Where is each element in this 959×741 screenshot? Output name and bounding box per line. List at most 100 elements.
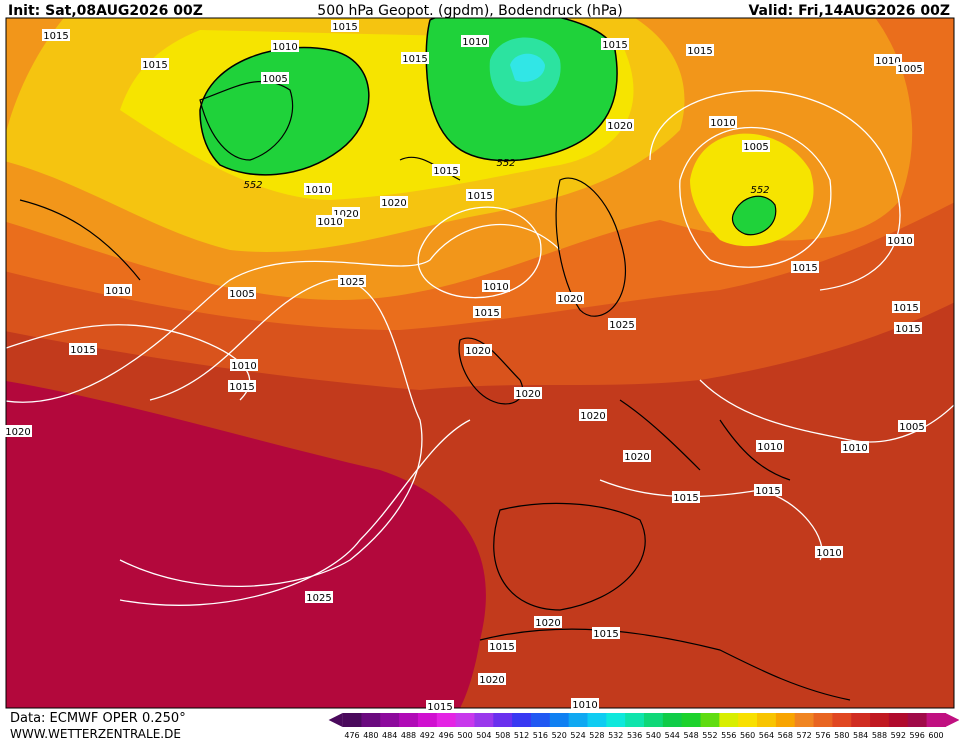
colorbar-label: 516 [533, 731, 548, 740]
init-time: Init: Sat,08AUG2026 00Z [8, 3, 203, 19]
isobar-label-box [886, 234, 914, 246]
colorbar-swatch [361, 713, 381, 727]
map-frame [5, 17, 955, 709]
isobar-label: 1025 [306, 593, 331, 604]
colorbar-swatch [399, 713, 419, 727]
isobar-label: 1015 [687, 46, 712, 57]
isobar-label: 1015 [673, 493, 698, 504]
isobar-label: 1005 [229, 289, 254, 300]
isobar-label: 1020 [333, 209, 358, 220]
isobar-label: 1010 [483, 282, 508, 293]
isobar-label-box [432, 164, 460, 176]
colorbar-swatch [530, 713, 551, 727]
colorbar-swatch [813, 713, 833, 727]
colorbar-label: 564 [759, 731, 774, 740]
isobar-label: 1015 [893, 303, 918, 314]
geopotential-label: 552 [750, 185, 769, 196]
colorbar-label: 480 [363, 731, 378, 740]
colorbar-swatch [417, 713, 438, 727]
isobar-label-box [42, 29, 70, 41]
isobar-label-box [4, 425, 32, 437]
colorbar-swatch [436, 713, 457, 727]
isobar-label-box [304, 183, 332, 195]
isobar-label: 1020 [515, 389, 540, 400]
isobar-label-box [466, 189, 494, 201]
colorbar-label: 572 [796, 731, 811, 740]
isobar-label-box [579, 409, 607, 421]
isobar-label: 1010 [572, 700, 597, 711]
colorbar-label: 524 [570, 731, 585, 740]
isobar-label-box [672, 491, 700, 503]
isobar-label: 1010 [317, 217, 342, 228]
isobar-label-box [556, 292, 584, 304]
colorbar-swatch [662, 713, 683, 727]
colorbar-swatch [926, 713, 946, 727]
colorbar-label: 556 [721, 731, 736, 740]
colorbar-label: 600 [928, 731, 943, 740]
isobar-label-box [742, 140, 770, 152]
isobar-label-box [305, 591, 333, 603]
colorbar-swatch [775, 713, 796, 727]
colorbar-swatch [568, 713, 588, 727]
isobar-label-box [874, 54, 902, 66]
colorbar-swatch [380, 713, 400, 727]
isobar-label: 1020 [557, 294, 582, 305]
isobar-label: 1005 [262, 74, 287, 85]
isobar-label-box [331, 20, 359, 32]
isobar-label-box [601, 38, 629, 50]
colorbar-label: 532 [608, 731, 623, 740]
field-crimson [6, 381, 486, 708]
isobar-label-box [271, 40, 299, 52]
isobar-label: 1010 [462, 37, 487, 48]
colorbar-label: 496 [439, 731, 454, 740]
colorbar-swatch [719, 713, 739, 727]
colorbar-label: 508 [495, 731, 510, 740]
isobar-label: 1020 [5, 427, 30, 438]
colorbar-swatch [512, 713, 532, 727]
colorbar-swatch [794, 713, 815, 727]
colorbar-swatch [907, 713, 928, 727]
isobar-label-box [426, 700, 454, 712]
colorbar-swatch [888, 713, 909, 727]
colorbar: 476 480 484 488 492 496 500 504 508 512 516 520 524 5… [328, 713, 959, 740]
colorbar-arrow-right [945, 713, 959, 727]
isobar-label-box [791, 261, 819, 273]
isobar-label: 1025 [339, 277, 364, 288]
isobar-label-box [228, 380, 256, 392]
isobar-label: 1010 [710, 118, 735, 129]
colorbar-label: 596 [910, 731, 925, 740]
isobar-label-box [380, 196, 408, 208]
isobar-label: 1010 [842, 443, 867, 454]
map-title: 500 hPa Geopot. (gpdm), Bodendruck (hPa) [317, 3, 622, 19]
isobar-label-box [141, 58, 169, 70]
isobar-label-box [709, 116, 737, 128]
isobar-label: 1005 [897, 64, 922, 75]
isobar-label: 1015 [895, 324, 920, 335]
colorbar-label: 580 [834, 731, 849, 740]
isobar-label-box [482, 280, 510, 292]
isobar-label: 1010 [305, 185, 330, 196]
isobar-label-box [756, 440, 784, 452]
colorbar-swatch [757, 713, 777, 727]
isobar-label-box [514, 387, 542, 399]
colorbar-label: 588 [872, 731, 887, 740]
colorbar-swatch [681, 713, 702, 727]
isobar-label-box [228, 287, 256, 299]
isobar-label: 1020 [381, 198, 406, 209]
isobar-label-box [608, 318, 636, 330]
isobar-label: 1005 [899, 422, 924, 433]
colorbar-label: 528 [589, 731, 604, 740]
colorbar-label: 576 [815, 731, 830, 740]
geopotential-label: 552 [496, 158, 515, 169]
colorbar-label: 512 [514, 731, 529, 740]
isobar-label-box [230, 359, 258, 371]
isobar-label-box [894, 322, 922, 334]
isobar-label: 1015 [467, 191, 492, 202]
isobar-label: 1015 [332, 22, 357, 33]
isobar-label: 1015 [792, 263, 817, 274]
isobar-label: 1010 [757, 442, 782, 453]
colorbar-label: 492 [420, 731, 435, 740]
isobar-label-box [898, 420, 926, 432]
colorbar-swatch [587, 713, 607, 727]
